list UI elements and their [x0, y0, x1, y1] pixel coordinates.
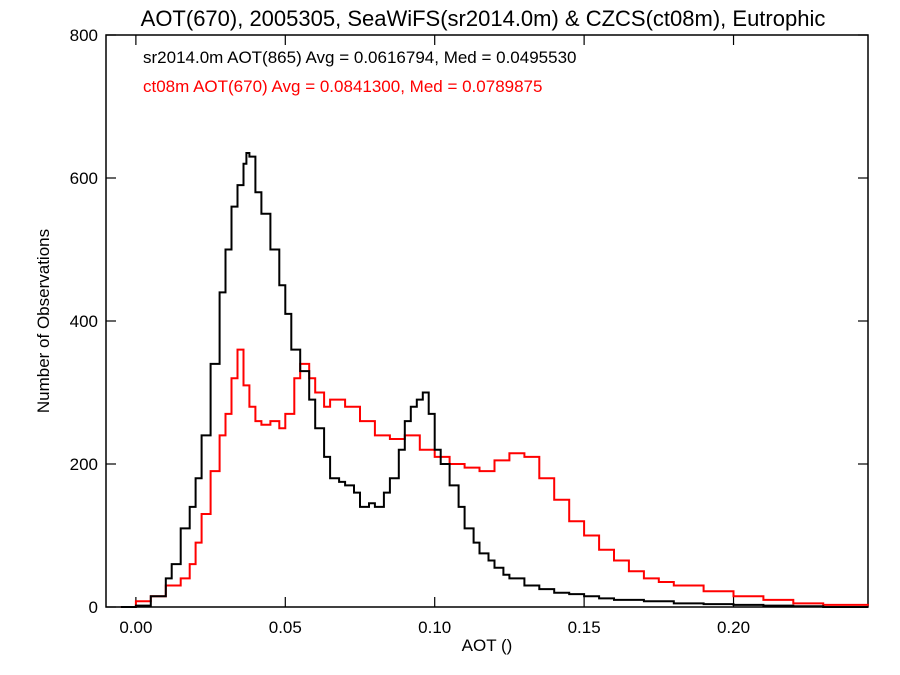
series-line-sr2014	[120, 152, 868, 608]
y-tick-label: 400	[70, 312, 98, 331]
series-line-ct08m	[120, 348, 869, 608]
chart-title: AOT(670), 2005305, SeaWiFS(sr2014.0m) & …	[141, 6, 826, 31]
series-layer	[120, 152, 869, 608]
x-axis-ticks: 0.00 0.05 0.10 0.15 0.20	[119, 35, 750, 637]
y-tick-label: 0	[89, 598, 98, 617]
x-tick-label: 0.15	[568, 618, 601, 637]
x-axis-label: AOT ()	[462, 636, 513, 655]
x-tick-label: 0.20	[717, 618, 750, 637]
x-tick-label: 0.10	[418, 618, 451, 637]
y-tick-label: 200	[70, 455, 98, 474]
y-axis-label: Number of Observations	[34, 229, 53, 413]
y-tick-label: 800	[70, 26, 98, 45]
annotation-ct08m: ct08m AOT(670) Avg = 0.0841300, Med = 0.…	[143, 77, 542, 96]
annotation-sr2014: sr2014.0m AOT(865) Avg = 0.0616794, Med …	[143, 48, 577, 67]
y-tick-label: 600	[70, 169, 98, 188]
x-tick-label: 0.05	[269, 618, 302, 637]
x-tick-label: 0.00	[119, 618, 152, 637]
